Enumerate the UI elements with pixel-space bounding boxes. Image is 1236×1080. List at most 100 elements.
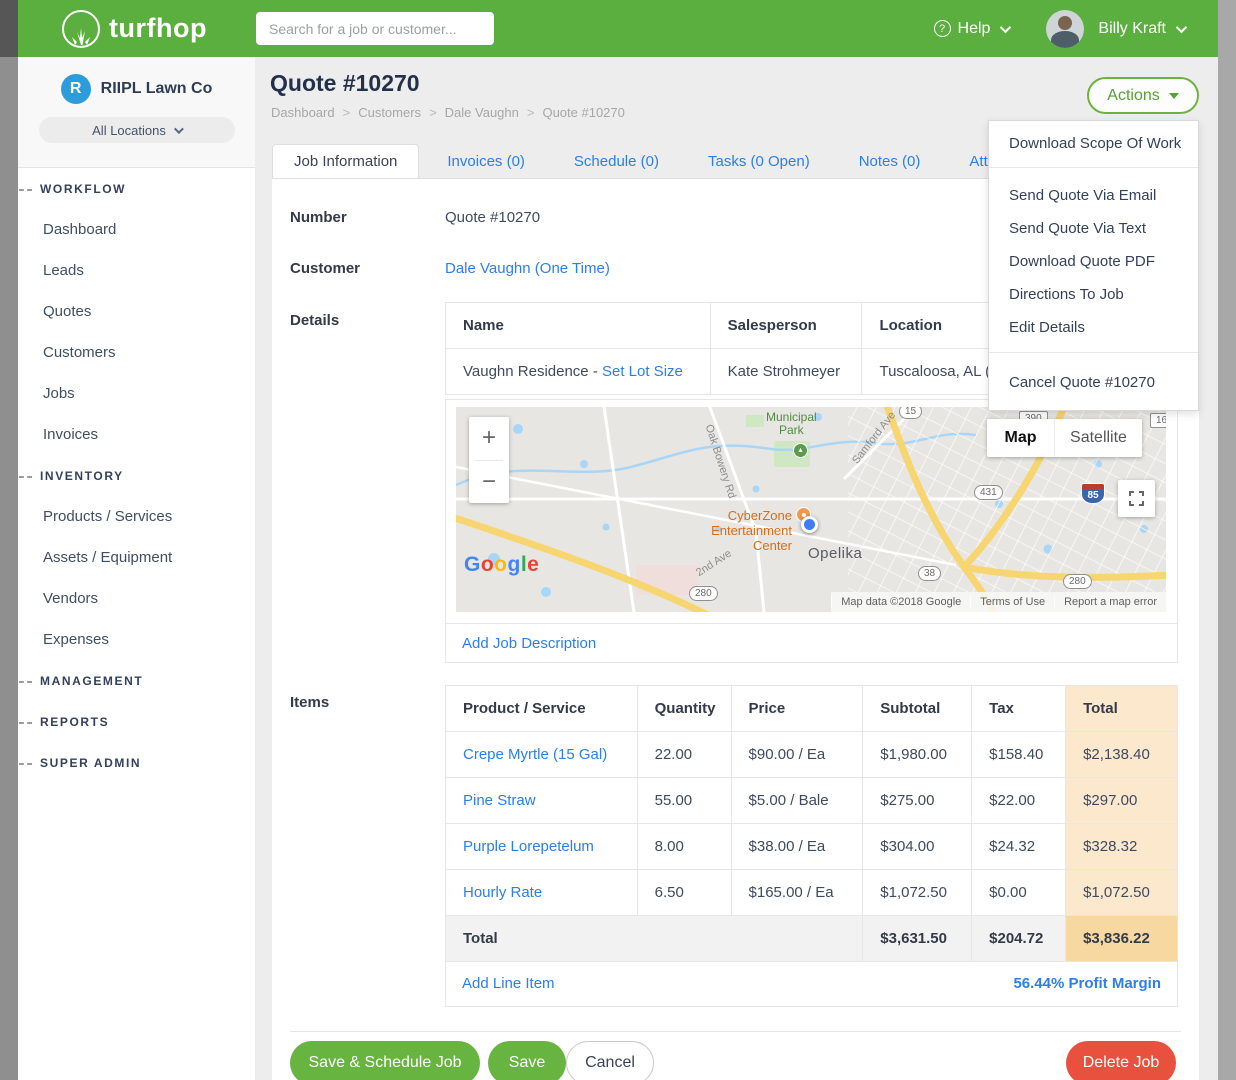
search-input[interactable] (256, 12, 494, 45)
menu-item-directions-to-job[interactable]: Directions To Job (989, 278, 1198, 311)
salesperson-value: Kate Strohmeyer (710, 349, 862, 395)
zoom-in-button[interactable]: + (469, 417, 509, 460)
menu-item-download-quote-pdf[interactable]: Download Quote PDF (989, 245, 1198, 278)
page-title: Quote #10270 (270, 70, 420, 97)
tab-notes[interactable]: Notes (0) (838, 145, 942, 178)
map-zoom-control: + − (469, 417, 509, 503)
customer-link[interactable]: Dale Vaughn (445, 260, 531, 277)
footer-divider (290, 1031, 1181, 1032)
route-shield-161: 161 (1150, 413, 1166, 428)
add-line-item-link[interactable]: Add Line Item (462, 975, 555, 992)
set-lot-size-link[interactable]: Set Lot Size (602, 363, 683, 380)
brand-logo[interactable]: turfhop (62, 10, 256, 48)
route-shield-280-west: 280 (689, 586, 718, 601)
tab-bar: Job Information Invoices (0) Schedule (0… (272, 145, 1103, 178)
route-shield-431: 431 (974, 485, 1003, 500)
product-link[interactable]: Pine Straw (463, 792, 536, 809)
sidebar-item-assets-equipment[interactable]: Assets / Equipment (18, 549, 172, 566)
tab-schedule[interactable]: Schedule (0) (553, 145, 680, 178)
total-subtotal: $3,631.50 (863, 916, 972, 962)
sidebar-item-quotes[interactable]: Quotes (18, 303, 91, 320)
section-dash-icon (19, 681, 32, 683)
details-header-salesperson: Salesperson (710, 303, 862, 349)
menu-item-send-quote-via-text[interactable]: Send Quote Via Text (989, 212, 1198, 245)
sidebar-item-invoices[interactable]: Invoices (18, 426, 98, 443)
menu-item-edit-details[interactable]: Edit Details (989, 311, 1198, 344)
menu-item-send-quote-via-email[interactable]: Send Quote Via Email (989, 179, 1198, 212)
user-name[interactable]: Billy Kraft (1098, 20, 1166, 38)
map-type-map-button[interactable]: Map (987, 419, 1054, 457)
avatar[interactable] (1046, 10, 1084, 48)
add-job-description-link[interactable]: Add Job Description (462, 635, 596, 652)
google-map[interactable]: MunicipalPark CyberZoneEntertainment Cen… (456, 407, 1166, 612)
google-logo[interactable]: Google (464, 553, 539, 577)
grass-logo-icon (62, 10, 100, 48)
help-icon: ? (934, 20, 951, 37)
cancel-button[interactable]: Cancel (566, 1041, 654, 1080)
customer-label: Customer (290, 260, 360, 277)
zoom-out-button[interactable]: − (469, 461, 509, 504)
fullscreen-button[interactable] (1118, 480, 1155, 517)
details-label: Details (290, 312, 339, 329)
property-name: Vaughn Residence - (463, 363, 602, 380)
breadcrumb: Dashboard>Customers>Dale Vaughn>Quote #1… (271, 105, 625, 120)
breadcrumb-dashboard[interactable]: Dashboard (271, 105, 335, 120)
map-container: MunicipalPark CyberZoneEntertainment Cen… (445, 399, 1178, 663)
items-table: Product / Service Quantity Price Subtota… (445, 685, 1178, 962)
section-dash-icon (19, 476, 32, 478)
item-row: Crepe Myrtle (15 Gal) 22.00 $90.00 / Ea … (446, 732, 1178, 778)
tab-invoices[interactable]: Invoices (0) (426, 145, 546, 178)
items-total-row: Total $3,631.50 $204.72 $3,836.22 (446, 916, 1178, 962)
scrollbar[interactable] (1218, 0, 1236, 1080)
delete-job-button[interactable]: Delete Job (1066, 1041, 1176, 1080)
help-menu[interactable]: ? Help (934, 20, 1009, 38)
map-data-attribution: Map data ©2018 Google (831, 596, 970, 608)
product-link[interactable]: Crepe Myrtle (15 Gal) (463, 746, 607, 763)
menu-item-cancel-quote[interactable]: Cancel Quote #10270 (989, 360, 1198, 410)
section-dash-icon (19, 722, 32, 724)
sidebar-section-inventory[interactable]: INVENTORY (18, 469, 124, 483)
product-link[interactable]: Hourly Rate (463, 884, 542, 901)
help-label: Help (958, 20, 991, 38)
sidebar-section-workflow[interactable]: WORKFLOW (18, 182, 126, 196)
chevron-down-icon (174, 124, 184, 134)
sidebar-item-customers[interactable]: Customers (18, 344, 116, 361)
total-tax: $204.72 (972, 916, 1066, 962)
tab-tasks[interactable]: Tasks (0 Open) (687, 145, 831, 178)
caret-down-icon (1169, 93, 1179, 99)
section-dash-icon (19, 763, 32, 765)
item-row: Purple Lorepetelum 8.00 $38.00 / Ea $304… (446, 824, 1178, 870)
breadcrumb-customers[interactable]: Customers (358, 105, 421, 120)
sidebar-section-super-admin[interactable]: SUPER ADMIN (18, 756, 141, 770)
sidebar-item-products-services[interactable]: Products / Services (18, 508, 172, 525)
customer-type[interactable]: (One Time) (535, 260, 610, 277)
main-content: Quote #10270 Dashboard>Customers>Dale Va… (255, 57, 1218, 1080)
save-button[interactable]: Save (488, 1041, 566, 1080)
interstate-85-shield: 85 (1081, 483, 1105, 504)
breadcrumb-customer-name[interactable]: Dale Vaughn (445, 105, 519, 120)
sidebar-nav: WORKFLOW Dashboard Leads Quotes Customer… (18, 168, 255, 783)
sidebar-item-vendors[interactable]: Vendors (18, 590, 98, 607)
save-schedule-job-button[interactable]: Save & Schedule Job (290, 1041, 480, 1080)
location-filter-dropdown[interactable]: All Locations (39, 117, 235, 143)
chevron-down-icon (1000, 21, 1011, 32)
menu-item-download-scope-of-work[interactable]: Download Scope Of Work (989, 121, 1198, 167)
map-type-satellite-button[interactable]: Satellite (1054, 419, 1142, 457)
job-location-dot-icon (801, 516, 818, 533)
actions-button[interactable]: Actions (1087, 77, 1199, 114)
product-link[interactable]: Purple Lorepetelum (463, 838, 594, 855)
terms-of-use-link[interactable]: Terms of Use (970, 596, 1054, 608)
sidebar-section-management[interactable]: MANAGEMENT (18, 674, 143, 688)
breadcrumb-current: Quote #10270 (542, 105, 624, 120)
sidebar-item-dashboard[interactable]: Dashboard (18, 221, 116, 238)
route-shield-280-east: 280 (1063, 574, 1092, 589)
report-map-error-link[interactable]: Report a map error (1054, 596, 1166, 608)
location-filter-label: All Locations (92, 123, 166, 138)
sidebar-item-expenses[interactable]: Expenses (18, 631, 109, 648)
sidebar-section-reports[interactable]: REPORTS (18, 715, 109, 729)
sidebar-item-leads[interactable]: Leads (18, 262, 84, 279)
tab-job-information[interactable]: Job Information (272, 144, 419, 178)
chevron-down-icon[interactable] (1176, 21, 1187, 32)
map-park-label: MunicipalPark (766, 411, 817, 437)
sidebar-item-jobs[interactable]: Jobs (18, 385, 75, 402)
